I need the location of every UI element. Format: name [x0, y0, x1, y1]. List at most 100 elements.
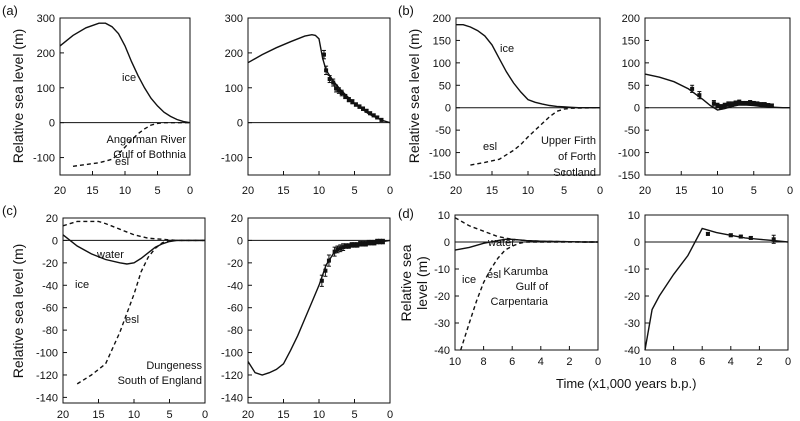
y-tick-label: -100 — [429, 148, 451, 160]
data-point — [711, 101, 716, 106]
data-point — [769, 103, 774, 108]
site-annotation: South of England — [118, 375, 202, 387]
y-tick-label: 0 — [444, 237, 450, 249]
x-tick-label: 15 — [277, 185, 289, 197]
y-tick-label: -80 — [227, 325, 243, 337]
y-tick-label: 100 — [225, 83, 243, 95]
data-point — [366, 240, 371, 245]
data-point — [751, 101, 756, 106]
y-tick-label: 0 — [52, 235, 58, 247]
x-tick-label: 15 — [675, 185, 687, 197]
site-annotation: Gulf of Bothnia — [113, 149, 187, 161]
x-tick-label: 20 — [242, 185, 254, 197]
y-tick-label: -150 — [429, 170, 451, 182]
data-point — [361, 106, 366, 111]
data-point — [336, 88, 341, 93]
y-tick-label: 0 — [634, 103, 640, 115]
chart-a2: 300 200 100 0 -100 20 15 10 5 0 — [221, 13, 393, 197]
x-tick-label: 20 — [242, 409, 254, 421]
data-point — [771, 237, 776, 242]
x-tick-label: 5 — [351, 185, 357, 197]
series-line — [247, 239, 391, 376]
y-axis-label-line: Relative sea — [398, 244, 414, 321]
y-tick-label: -30 — [624, 318, 640, 330]
site-annotation: Karumba — [503, 266, 549, 278]
x-tick-label: 15 — [277, 409, 289, 421]
panel-label: (b) — [398, 3, 414, 18]
panel-label: (a) — [2, 3, 18, 18]
y-tick-label: 0 — [237, 118, 243, 130]
series-label: water — [96, 249, 124, 261]
data-point — [343, 94, 348, 99]
y-tick-label: 150 — [433, 35, 451, 47]
series-line-ice — [456, 24, 600, 109]
panel-label: (c) — [2, 203, 17, 218]
y-tick-label: -100 — [36, 348, 58, 360]
data-point — [369, 240, 374, 245]
y-tick-label: 20 — [231, 213, 243, 225]
x-tick-label: 6 — [699, 356, 705, 368]
data-point — [705, 231, 710, 236]
data-point — [350, 99, 355, 104]
series-line-ice — [454, 238, 598, 251]
y-tick-label: -60 — [227, 303, 243, 315]
x-tick-label: 10 — [128, 409, 140, 421]
data-point — [324, 68, 329, 73]
x-tick-label: 0 — [187, 185, 193, 197]
data-point — [368, 111, 373, 116]
y-axis-label-a: Relative sea level (m) — [10, 29, 26, 164]
data-point — [697, 93, 702, 98]
x-tick-label: 2 — [566, 356, 572, 368]
plot-frame — [454, 214, 599, 351]
series-line-water — [454, 217, 598, 243]
series-line-water — [62, 220, 205, 242]
y-tick-label: 50 — [628, 80, 640, 92]
x-tick-label: 20 — [450, 185, 462, 197]
site-annotation: Angerman River — [107, 134, 187, 146]
y-axis-label-c: Relative sea level (m) — [10, 244, 26, 379]
data-point — [744, 101, 749, 106]
y-tick-label: -10 — [434, 264, 450, 276]
site-annotation: of Forth — [558, 151, 596, 163]
chart-c2: 20 0 -20 -40 -60 -80 -100 -120 -140 20 15 10 5 0 — [221, 213, 393, 421]
data-point — [349, 242, 354, 247]
y-tick-label: -140 — [36, 392, 58, 404]
x-tick-label: 5 — [166, 409, 172, 421]
site-annotation: Dungeness — [146, 360, 202, 372]
y-tick-label: 100 — [433, 58, 451, 70]
x-tick-label: 20 — [639, 185, 651, 197]
chart-c1: 20 0 -20 -40 -60 -80 -100 -120 -140 20 15 10 5 0 water… — [36, 213, 208, 421]
data-point — [358, 241, 363, 246]
plot-frame — [644, 214, 789, 351]
x-tick-label: 15 — [486, 185, 498, 197]
y-tick-label: -40 — [434, 345, 450, 357]
y-tick-label: 0 — [445, 103, 451, 115]
y-tick-label: 10 — [438, 210, 450, 222]
x-tick-label: 10 — [711, 185, 723, 197]
y-tick-label: -20 — [434, 291, 450, 303]
series-label: esl — [115, 156, 129, 168]
x-tick-label: 4 — [538, 356, 544, 368]
x-axis-label: Time (x1,000 years b.p.) — [556, 376, 696, 391]
y-tick-label: -50 — [435, 125, 451, 137]
x-tick-label: 8 — [481, 356, 487, 368]
y-tick-label: -20 — [624, 291, 640, 303]
data-point — [378, 239, 383, 244]
data-point — [380, 239, 385, 244]
data-point — [379, 117, 384, 122]
y-tick-label: 0 — [49, 118, 55, 130]
data-point — [361, 241, 366, 246]
y-axis-label-line: Relative sea level (m) — [406, 29, 422, 164]
data-point — [323, 268, 328, 273]
y-tick-label: 300 — [225, 13, 243, 25]
y-axis-label-b: Relative sea level (m) — [406, 29, 422, 164]
plot-frame — [247, 217, 391, 404]
x-tick-label: 8 — [671, 356, 677, 368]
data-point — [319, 278, 324, 283]
data-point — [755, 101, 760, 106]
x-tick-label: 10 — [449, 356, 461, 368]
data-point — [740, 101, 745, 106]
y-tick-label: -140 — [221, 392, 243, 404]
